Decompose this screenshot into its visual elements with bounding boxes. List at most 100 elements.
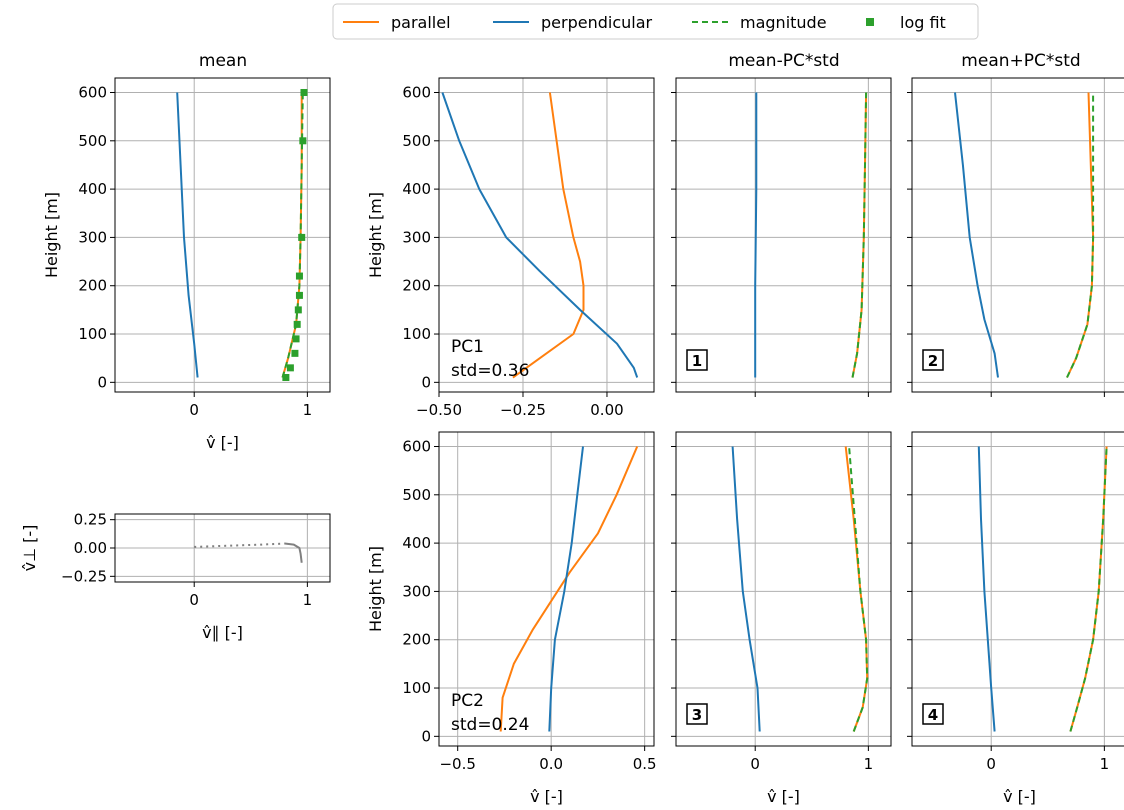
axis-label-x: v̂ [-] [767,787,800,806]
tick-label-y: 400 [402,180,431,198]
panel-hodograph: 0 1 −0.25 0.00 0.25 v̂∥ [-] v̂⊥ [-] [20,511,331,642]
axis-label-x: v̂∥ [-] [202,623,243,642]
tick-label-y: 500 [78,132,107,150]
series-line-parallel [499,446,639,732]
point-log-fit [293,320,301,328]
series-line-hodograph-dotted [194,542,285,548]
legend-label-parallel: parallel [391,13,451,32]
axes-frame [438,431,655,747]
point-log-fit [286,364,294,372]
axis-label-x: v̂ [-] [1003,787,1036,806]
legend-label-magnitude: magnitude [740,13,827,32]
tick-label-y: 600 [78,83,107,101]
tick-label-x: 0 [750,755,760,773]
column-title-mean-minus: mean-PC*std [728,51,839,71]
axes-frame [675,77,892,393]
series-line-magnitude [851,92,868,378]
axis-label-y: v̂⊥ [-] [20,525,39,572]
point-log-fit [298,233,306,241]
tick-label-y: 0.00 [74,539,107,557]
badge-number: 4 [928,706,938,724]
point-log-fit [300,88,308,96]
series-line-perpendicular [176,92,199,378]
axes-frame [911,77,1124,393]
tick-label-x: 0.00 [590,401,623,419]
legend-label-log-fit: log fit [900,13,946,32]
series-line-parallel [844,446,869,732]
badge-number: 3 [692,706,702,724]
panel-pc1: −0.50 −0.25 0.00 0 100 200 300 400 500 600 Height … [366,77,655,419]
series-line-perpendicular [977,446,996,732]
tick-label-x: −0.5 [439,755,475,773]
tick-label-x: 1 [303,401,313,419]
column-title-mean: mean [199,51,247,71]
series-line-perpendicular [731,446,761,732]
tick-label-x: 0 [986,755,996,773]
axes-frame [114,513,331,583]
panel-pc1-plus: 2 [907,77,1124,397]
tick-label-y: 300 [402,582,431,600]
tick-label-y: 300 [78,228,107,246]
tick-label-y: 500 [402,132,431,150]
tick-label-y: 400 [78,180,107,198]
point-log-fit [295,291,303,299]
badge-number: 2 [928,352,938,370]
badge-box [686,703,708,725]
series-line-magnitude [1066,92,1095,378]
tick-label-y: 100 [78,325,107,343]
badge-box [922,703,944,725]
axis-label-x: v̂ [-] [206,433,239,452]
point-log-fit [295,272,303,280]
tick-label-x: −0.50 [416,401,462,419]
tick-label-x: 0 [189,401,199,419]
annotation-std: std=0.24 [451,715,529,735]
tick-label-x: 1 [303,591,313,609]
tick-label-x: 0.5 [633,755,657,773]
series-line-perpendicular [954,92,999,378]
axes-frame [911,431,1124,747]
panel-pc2: −0.5 0.0 0.5 0 100 200 300 400 500 600 v̂ [-] Heigh… [366,431,657,806]
tick-label-y: 0.25 [74,511,107,529]
tick-label-x: 1 [1100,755,1110,773]
point-log-fit [292,335,300,343]
tick-label-y: 0 [97,373,107,391]
tick-label-y: 200 [402,277,431,295]
axis-label-y: Height [m] [366,192,385,278]
legend-frame [332,3,979,40]
series-line-magnitude [281,92,304,378]
axis-label-y: Height [m] [366,546,385,632]
axes-frame [114,77,331,393]
tick-label-y: 600 [402,83,431,101]
tick-label-y: 500 [402,486,431,504]
series-line-hodograph-solid [284,542,303,563]
point-log-fit [294,306,302,314]
legend-label-perpendicular: perpendicular [541,13,653,32]
tick-label-y: −0.25 [61,567,107,585]
tick-label-y: 200 [402,631,431,649]
annotation-std: std=0.36 [451,361,529,381]
series-line-parallel [512,92,585,379]
panel-pc2-minus: 0 1 v̂ [-] 3 [671,431,892,806]
tick-label-x: 1 [864,755,874,773]
point-log-fit [299,137,307,145]
tick-label-x: 0.0 [539,755,563,773]
legend: parallel perpendicular magnitude log fit [332,3,979,40]
tick-label-y: 100 [402,679,431,697]
column-title-mean-plus: mean+PC*std [961,51,1080,71]
axis-label-x: v̂ [-] [530,787,563,806]
badge-number: 1 [692,352,702,370]
tick-label-y: 0 [421,373,431,391]
tick-label-y: 200 [78,277,107,295]
axes-frame [438,77,655,393]
point-log-fit [291,349,299,357]
series-line-perpendicular [548,446,584,732]
badge-box [922,349,944,371]
annotation-pc: PC2 [451,691,484,711]
point-log-fit [282,374,290,382]
legend-swatch-log-fit [866,18,874,26]
axis-label-y: Height [m] [42,192,61,278]
annotation-pc: PC1 [451,337,484,357]
tick-label-y: 400 [402,534,431,552]
axes-frame [675,431,892,747]
